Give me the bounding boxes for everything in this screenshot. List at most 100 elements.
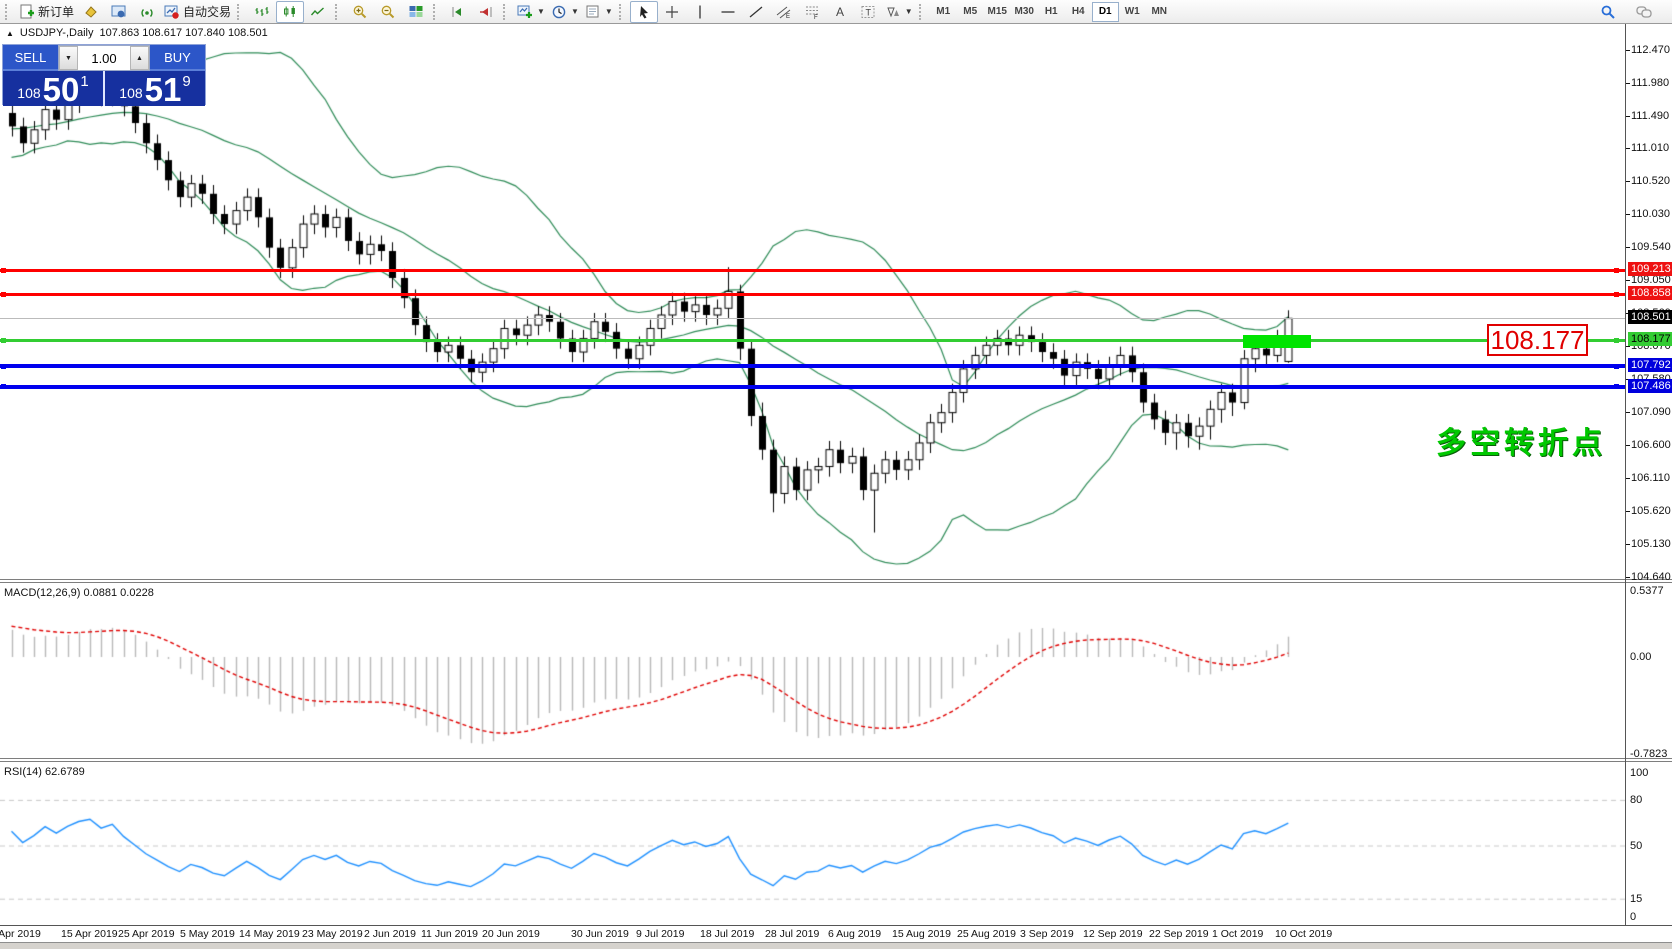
shapes-button[interactable]: ▼ [882,1,916,23]
hline-button[interactable] [714,1,742,23]
price-axis[interactable] [1625,24,1626,925]
buy-button[interactable]: BUY [150,45,205,71]
text-button[interactable]: A [826,1,854,23]
search-button[interactable] [1594,1,1622,23]
date-tick-label: 11 Jun 2019 [421,928,479,940]
volume-decrease-button[interactable]: ▼ [59,46,78,70]
channel-button[interactable]: E [770,1,798,23]
tile-windows-button[interactable] [402,1,430,23]
horizontal-line-107.486[interactable] [0,384,1625,389]
sell-price[interactable]: 108 50 1 [17,71,89,108]
date-tick-label: 15 Apr 2019 [61,928,118,940]
channel-icon: E [776,6,791,20]
crosshair-button[interactable] [658,1,686,23]
date-tick-label: 25 Aug 2019 [957,928,1016,940]
volume-increase-button[interactable]: ▲ [130,46,149,70]
collapse-panel-arrow[interactable]: ▲ [6,28,14,38]
date-tick-label: 2 Jun 2019 [364,928,416,940]
horizontal-line-108.177[interactable] [0,338,1625,342]
volume-input[interactable]: 1.00 [78,46,130,70]
macd-pane-canvas[interactable] [0,583,1625,759]
price-tick-label: 105.130 [1626,538,1671,550]
price-tick-label: 109.050 [1626,274,1671,286]
periods-button[interactable]: ▼ [548,1,582,23]
templates-button[interactable]: ▼ [582,1,616,23]
toolbar-separator [237,3,245,20]
line-anchor-handle[interactable] [1614,337,1619,343]
vline-button[interactable] [686,1,714,23]
macd-pane-separator[interactable] [0,579,1672,583]
price-tick-label: 105.620 [1626,505,1671,517]
cursor-icon [639,5,648,18]
market-watch-button[interactable] [105,1,133,23]
timeframe-m15-button[interactable]: M15 [987,6,1007,17]
labelT-icon: T [861,5,875,18]
turning-point-annotation[interactable]: 多空转折点 [1436,427,1606,460]
indicators-button[interactable]: ▼ [514,1,548,23]
current-price-line [0,318,1625,320]
template-icon [586,5,599,17]
timeframe-h1-button[interactable]: H1 [1044,6,1058,17]
chart-shift-button[interactable] [472,1,500,23]
date-tick-label: 28 Jul 2019 [765,928,820,940]
date-tick-label: 14 May 2019 [239,928,300,940]
dropdown-arrow-icon: ▼ [604,7,613,16]
rsi-pane-separator[interactable] [0,758,1672,762]
line-anchor-handle[interactable] [1,267,6,273]
timeframe-m5-button[interactable]: M5 [963,6,978,17]
date-tick-label: 6 Aug 2019 [828,928,882,940]
line-anchor-handle[interactable] [1614,363,1619,369]
zoom-out-button[interactable] [374,1,402,23]
history-button[interactable] [77,1,105,23]
zoom-in-button[interactable] [346,1,374,23]
price-tick-label: 112.470 [1626,44,1670,56]
highlight-rectangle[interactable] [1243,335,1311,348]
horizontal-line-107.792[interactable] [0,364,1625,369]
date-tick-label: 12 Sep 2019 [1083,928,1143,940]
horizontal-line-108.858[interactable] [0,292,1625,296]
bar-chart-button[interactable] [248,1,276,23]
signals-button[interactable] [133,1,161,23]
svg-text:F: F [814,15,818,20]
marked-price-label: 107.792 [1628,358,1672,373]
line-anchor-handle[interactable] [1614,384,1619,390]
price-tick-label: 111.980 [1626,77,1669,89]
timeframe-h4-button[interactable]: H4 [1071,6,1085,17]
candle-chart-button[interactable] [276,0,305,23]
line-anchor-handle[interactable] [1,291,6,297]
auto-scroll-button[interactable] [444,1,472,23]
autotrade-button[interactable]: 自动交易 [161,1,234,23]
horizontal-line-109.213[interactable] [0,268,1625,272]
line-anchor-handle[interactable] [1,384,6,390]
text-label-button[interactable]: T [854,1,882,23]
line-anchor-handle[interactable] [1614,291,1619,297]
timeframe-m1-button[interactable]: M1 [936,6,951,17]
ohlc-values: 107.863 108.617 107.840 108.501 [99,27,268,39]
date-tick-label: 5 May 2019 [180,928,235,940]
textA-icon: A [836,5,844,19]
line-anchor-handle[interactable] [1,363,6,369]
trendline-button[interactable] [742,1,770,23]
line-chart-button[interactable] [304,1,332,23]
new-order-button[interactable]: 新订单 [16,1,77,23]
rsi-axis-label: 100 [1630,767,1649,779]
line-anchor-handle[interactable] [1,337,6,343]
fibonacci-button[interactable]: F [798,1,826,23]
timeframe-m30-button[interactable]: M30 [1014,6,1034,17]
macd-axis-label: 0.00 [1630,651,1652,663]
timeframe-mn-button[interactable]: MN [1151,6,1167,17]
svg-text:T: T [865,7,871,17]
timeframe-d1-button[interactable]: D1 [1091,1,1119,22]
rsi-pane-canvas[interactable] [0,762,1625,925]
price-tick-label: 111.490 [1626,110,1669,122]
price-chart-canvas[interactable] [0,24,1625,580]
fibo-icon: F [805,6,818,20]
date-tick-label: 5 Apr 2019 [0,928,41,940]
line-anchor-handle[interactable] [1614,267,1619,273]
cursor-button[interactable] [629,0,658,23]
sell-button[interactable]: SELL [3,45,58,71]
chat-button[interactable] [1630,1,1658,23]
price-callout-box[interactable]: 108.177 [1487,324,1588,356]
timeframe-w1-button[interactable]: W1 [1124,6,1140,17]
buy-price[interactable]: 108 51 9 [119,71,191,108]
